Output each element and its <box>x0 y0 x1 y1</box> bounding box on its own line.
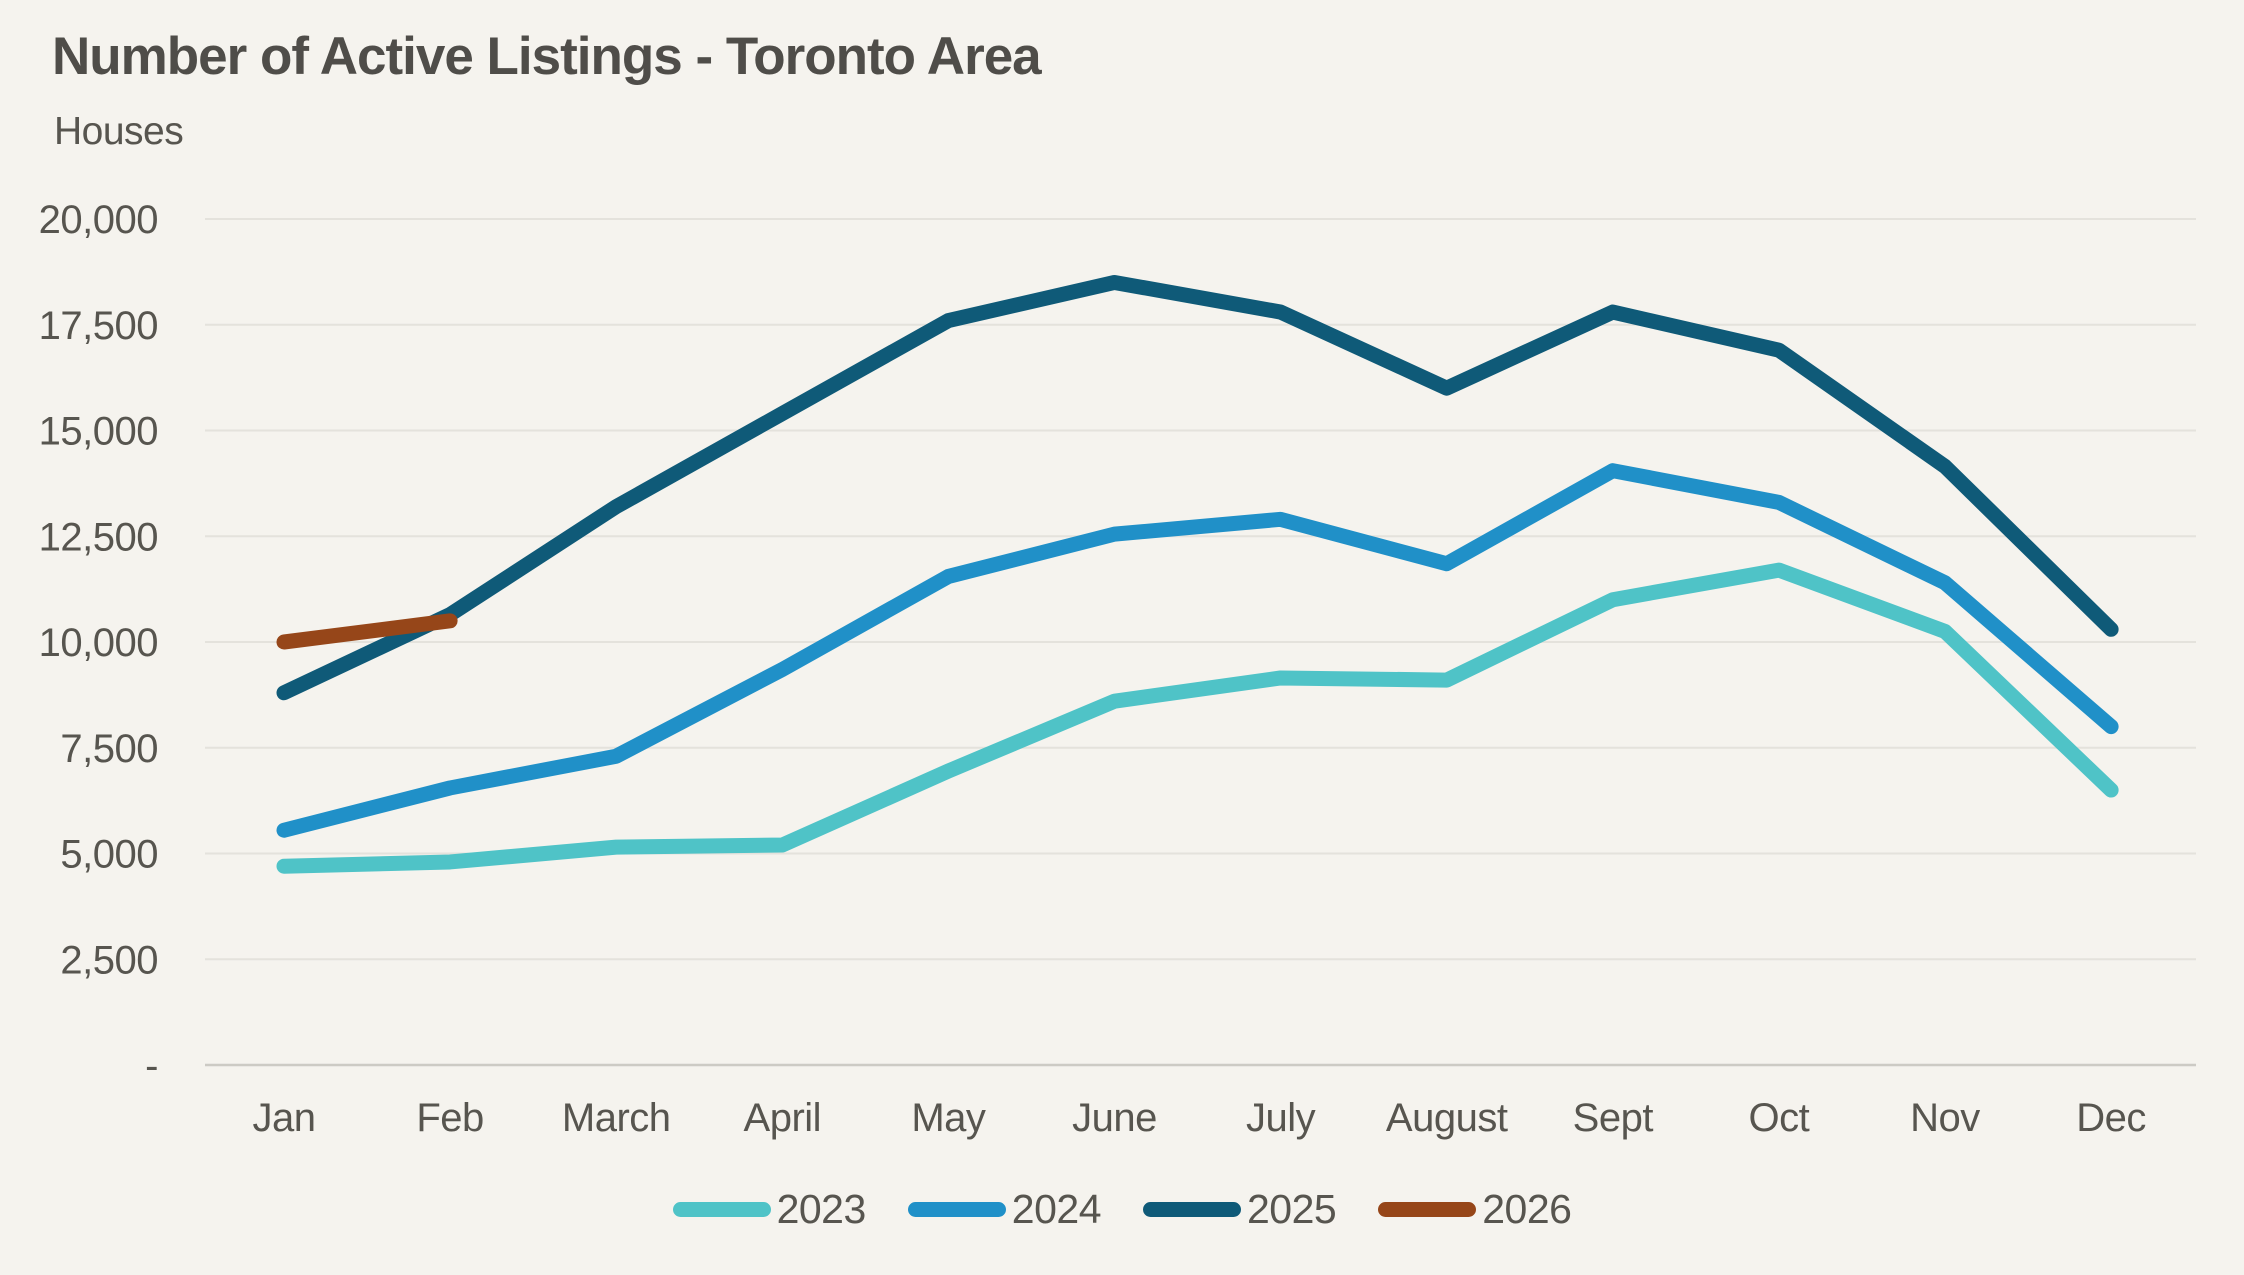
y-tick-label: 17,500 <box>39 304 158 348</box>
legend-item-2023: 2023 <box>672 1185 867 1233</box>
legend-swatch-2026 <box>1378 1201 1477 1217</box>
x-tick-label: Nov <box>1910 1096 1980 1140</box>
legend-label: 2024 <box>1011 1185 1102 1232</box>
x-tick-label: Sept <box>1573 1096 1654 1140</box>
legend-item-2025: 2025 <box>1143 1185 1337 1233</box>
series-line-2025 <box>276 274 2119 701</box>
x-tick-label: Jan <box>253 1096 316 1140</box>
y-tick-label: 12,500 <box>39 515 158 559</box>
series-line-2024 <box>276 463 2119 838</box>
x-tick-label: June <box>1072 1096 1157 1140</box>
x-tick-label: Feb <box>416 1096 483 1140</box>
legend-item-2024: 2024 <box>907 1185 1102 1233</box>
legend-swatch-2025 <box>1143 1201 1241 1217</box>
chart-subtitle: Houses <box>54 110 184 153</box>
y-tick-label: - <box>145 1044 158 1088</box>
y-tick-label: 7,500 <box>60 727 158 771</box>
y-tick-label: 15,000 <box>39 410 158 454</box>
legend-item-2026: 2026 <box>1378 1185 1572 1233</box>
x-tick-label: March <box>562 1096 671 1140</box>
legend-swatch-2024 <box>907 1201 1006 1217</box>
y-tick-label: 5,000 <box>60 833 158 877</box>
x-tick-label: July <box>1246 1096 1316 1140</box>
chart-legend: 2023 2024 2025 2026 <box>0 1184 2244 1234</box>
chart-title: Number of Active Listings - Toronto Area <box>52 27 1042 86</box>
x-tick-label: April <box>744 1096 822 1140</box>
legend-label: 2023 <box>776 1185 867 1232</box>
y-tick-label: 20,000 <box>39 198 158 242</box>
series-line-2023 <box>276 562 2119 874</box>
x-tick-label: Oct <box>1749 1096 1810 1140</box>
legend-swatch-2023 <box>672 1201 771 1217</box>
y-tick-label: 10,000 <box>39 621 158 665</box>
x-tick-label: August <box>1386 1096 1508 1140</box>
x-tick-label: Dec <box>2076 1096 2146 1140</box>
y-tick-label: 2,500 <box>60 938 158 982</box>
series-line-2026 <box>276 613 458 650</box>
x-tick-label: May <box>911 1096 986 1140</box>
legend-label: 2025 <box>1247 1185 1337 1232</box>
legend-label: 2026 <box>1482 1185 1572 1232</box>
